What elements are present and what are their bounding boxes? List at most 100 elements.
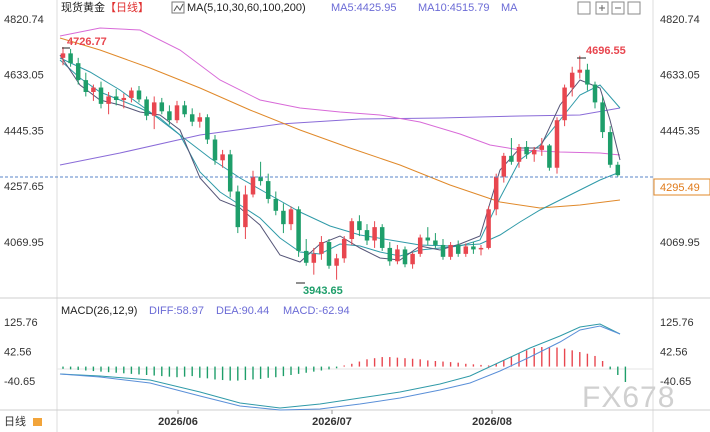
candle-body[interactable] [516, 146, 522, 162]
settings-icon[interactable] [577, 1, 591, 15]
macd-params[interactable]: MACD(26,12,9) [61, 305, 137, 317]
candle-body[interactable] [83, 80, 89, 92]
candle-body[interactable] [478, 247, 484, 250]
candle-body[interactable] [425, 237, 431, 241]
candle-body[interactable] [243, 194, 248, 228]
candle-body[interactable] [174, 105, 180, 121]
price-tick-left: 4069.95 [4, 237, 44, 249]
candle-body[interactable] [486, 209, 491, 248]
candle-body[interactable] [600, 102, 605, 133]
candle-body[interactable] [455, 244, 461, 254]
candle-body[interactable] [410, 253, 415, 265]
candle-body[interactable] [395, 249, 400, 262]
ma60-line [59, 27, 621, 156]
candle-body[interactable] [433, 240, 438, 245]
candle-body[interactable] [334, 258, 339, 266]
candle-body[interactable] [524, 146, 529, 155]
candle-body[interactable] [402, 249, 408, 265]
candle-body[interactable] [189, 114, 195, 122]
candle-body[interactable] [288, 209, 294, 225]
candle-body[interactable] [501, 155, 507, 177]
price-tick-right: 4069.95 [660, 237, 700, 249]
candle-body[interactable] [471, 246, 476, 250]
candle-body[interactable] [167, 111, 172, 121]
indicator-icon-glyph [173, 3, 184, 12]
candle-body[interactable] [562, 87, 567, 121]
candle-body[interactable] [417, 237, 423, 254]
candle-body[interactable] [68, 53, 73, 64]
candle-body[interactable] [615, 164, 621, 176]
time-tick-label: 2026/06 [158, 416, 198, 428]
candle-body[interactable] [303, 250, 309, 263]
candle-body[interactable] [357, 221, 362, 231]
time-tick-label: 2026/07 [312, 416, 352, 428]
expand-icon[interactable] [627, 1, 641, 15]
ma100-line [59, 37, 621, 209]
candle-body[interactable] [448, 244, 453, 257]
macd-dea-value: DEA:90.44 [216, 305, 269, 317]
ma10-value: MA10:4515.79 [418, 2, 490, 14]
candle-body[interactable] [364, 230, 370, 241]
footer-period[interactable]: 日线 [4, 414, 26, 428]
candle-body[interactable] [220, 154, 225, 161]
candle-body[interactable] [113, 96, 119, 101]
candle-body[interactable] [585, 69, 590, 85]
price-tick-left: 4633.05 [4, 70, 44, 82]
candle-body[interactable] [326, 241, 332, 266]
candle-body[interactable] [205, 117, 210, 140]
candle-body[interactable] [273, 198, 279, 211]
candle-body[interactable] [539, 145, 545, 150]
candle-body[interactable] [197, 117, 203, 122]
candle-body[interactable] [509, 155, 514, 162]
low-annotation: 3943.65 [303, 285, 343, 297]
candle-body[interactable] [98, 87, 104, 104]
candle-body[interactable] [60, 53, 66, 58]
candle-body[interactable] [258, 176, 263, 182]
candle-body[interactable] [607, 132, 613, 165]
ma-more[interactable]: MA [501, 2, 518, 14]
candle-body[interactable] [531, 149, 537, 155]
candle-body[interactable] [91, 87, 96, 92]
candle-body[interactable] [296, 209, 301, 251]
candle-body[interactable] [182, 105, 187, 115]
ma5-value: MA5:4425.95 [331, 2, 396, 14]
candle-body[interactable] [151, 102, 157, 116]
candle-body[interactable] [440, 244, 446, 257]
candle-body[interactable] [554, 120, 560, 168]
macd-hist-value: MACD:-62.94 [283, 305, 350, 317]
candle-body[interactable] [281, 210, 286, 225]
candle-body[interactable] [129, 90, 134, 98]
candle-body[interactable] [235, 191, 241, 228]
candle-body[interactable] [379, 227, 385, 248]
candle-body[interactable] [250, 176, 256, 195]
candle-body[interactable] [493, 176, 499, 210]
candle-body[interactable] [212, 139, 218, 161]
candle-body[interactable] [265, 181, 271, 199]
price-tick-left: 4820.74 [4, 14, 44, 26]
candle-body[interactable] [592, 84, 598, 103]
price-axis-left: 4820.74 4633.05 4445.35 4257.65 4069.95 [4, 14, 44, 249]
candle-body[interactable] [463, 246, 469, 254]
macd-tick-right: 125.76 [660, 317, 694, 329]
candle-body[interactable] [387, 247, 393, 262]
footer-dropdown-icon[interactable] [33, 418, 42, 426]
candle-body[interactable] [121, 97, 127, 101]
candle-body[interactable] [569, 72, 575, 88]
candle-body[interactable] [319, 241, 324, 254]
candle-body[interactable] [349, 221, 355, 240]
candle-body[interactable] [547, 145, 552, 168]
candle-body[interactable] [311, 253, 317, 263]
candle-body[interactable] [106, 96, 111, 104]
candle-body[interactable] [136, 90, 142, 100]
candle-body[interactable] [144, 99, 149, 116]
candle-body[interactable] [372, 227, 377, 241]
candle-body[interactable] [577, 69, 583, 73]
candle-body[interactable] [341, 239, 347, 259]
candle-body[interactable] [159, 102, 165, 112]
period-label[interactable]: 【日线】 [105, 0, 149, 14]
candle-body[interactable] [227, 154, 233, 192]
candle-body[interactable] [75, 63, 81, 81]
ma-params[interactable]: MA(5,10,30,60,100,200) [187, 2, 306, 14]
